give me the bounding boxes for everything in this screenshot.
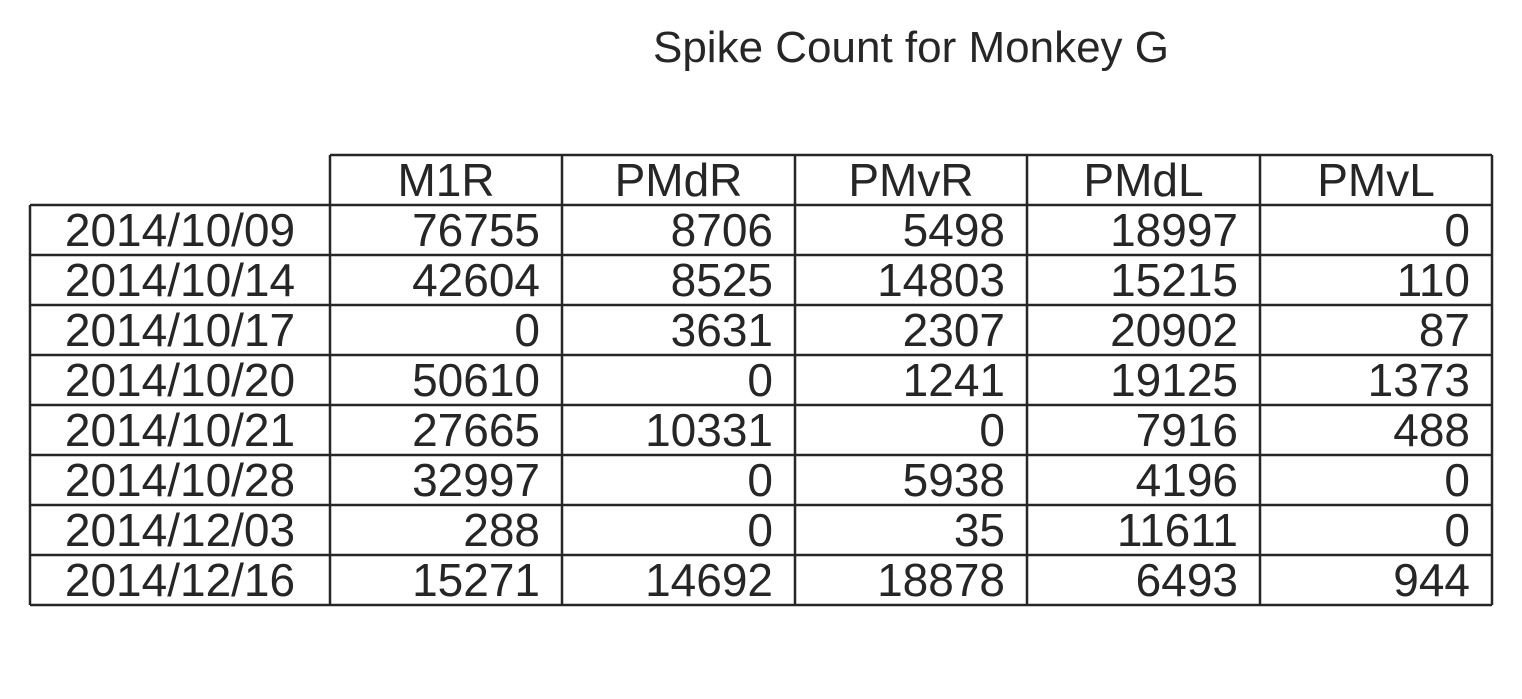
table-cell: 0 bbox=[1444, 504, 1470, 556]
table-cell: 50610 bbox=[412, 354, 540, 406]
table-cell: 8706 bbox=[671, 204, 773, 256]
column-header: PMvR bbox=[848, 154, 973, 206]
table-cell: 488 bbox=[1393, 404, 1470, 456]
table-cell: 6493 bbox=[1136, 554, 1238, 606]
table-cell: 288 bbox=[463, 504, 540, 556]
row-label: 2014/12/03 bbox=[65, 504, 295, 556]
table-cell: 20902 bbox=[1110, 304, 1238, 356]
table-cell: 0 bbox=[747, 454, 773, 506]
table-cell: 2307 bbox=[903, 304, 1005, 356]
table-cell: 10331 bbox=[645, 404, 773, 456]
table-cell: 0 bbox=[1444, 454, 1470, 506]
column-header: PMvL bbox=[1317, 154, 1435, 206]
table-cell: 0 bbox=[747, 354, 773, 406]
row-label: 2014/10/09 bbox=[65, 204, 295, 256]
table-cell: 4196 bbox=[1136, 454, 1238, 506]
table-cell: 8525 bbox=[671, 254, 773, 306]
table-cell: 18997 bbox=[1110, 204, 1238, 256]
row-label: 2014/10/17 bbox=[65, 304, 295, 356]
table-cell: 15271 bbox=[412, 554, 540, 606]
table-cell: 3631 bbox=[671, 304, 773, 356]
table-cell: 42604 bbox=[412, 254, 540, 306]
table-cell: 0 bbox=[1444, 204, 1470, 256]
table-cell: 18878 bbox=[877, 554, 1005, 606]
table-cell: 7916 bbox=[1136, 404, 1238, 456]
table-cell: 87 bbox=[1419, 304, 1470, 356]
table-cell: 27665 bbox=[412, 404, 540, 456]
table-cell: 5938 bbox=[903, 454, 1005, 506]
table-cell: 11611 bbox=[1117, 504, 1238, 556]
table-cell: 19125 bbox=[1110, 354, 1238, 406]
column-header: M1R bbox=[397, 154, 494, 206]
row-label: 2014/10/14 bbox=[65, 254, 295, 306]
table-cell: 0 bbox=[979, 404, 1005, 456]
table-cell: 35 bbox=[954, 504, 1005, 556]
table-cell: 1373 bbox=[1368, 354, 1470, 406]
table-cell: 0 bbox=[747, 504, 773, 556]
table-cell: 32997 bbox=[412, 454, 540, 506]
table-cell: 14803 bbox=[877, 254, 1005, 306]
row-label: 2014/10/21 bbox=[65, 404, 295, 456]
table-cell: 76755 bbox=[412, 204, 540, 256]
table-cell: 0 bbox=[514, 304, 540, 356]
table-cell: 110 bbox=[1397, 254, 1470, 306]
table-cell: 944 bbox=[1393, 554, 1470, 606]
table-cell: 15215 bbox=[1110, 254, 1238, 306]
table-cell: 5498 bbox=[903, 204, 1005, 256]
row-label: 2014/12/16 bbox=[65, 554, 295, 606]
chart-title: Spike Count for Monkey G bbox=[652, 23, 1169, 72]
table-cell: 14692 bbox=[645, 554, 773, 606]
column-header: PMdR bbox=[615, 154, 743, 206]
table-cell: 1241 bbox=[903, 354, 1005, 406]
row-label: 2014/10/28 bbox=[65, 454, 295, 506]
column-header: PMdL bbox=[1083, 154, 1203, 206]
chart-title-box: Spike Count for Monkey G bbox=[330, 22, 1492, 74]
row-label: 2014/10/20 bbox=[65, 354, 295, 406]
